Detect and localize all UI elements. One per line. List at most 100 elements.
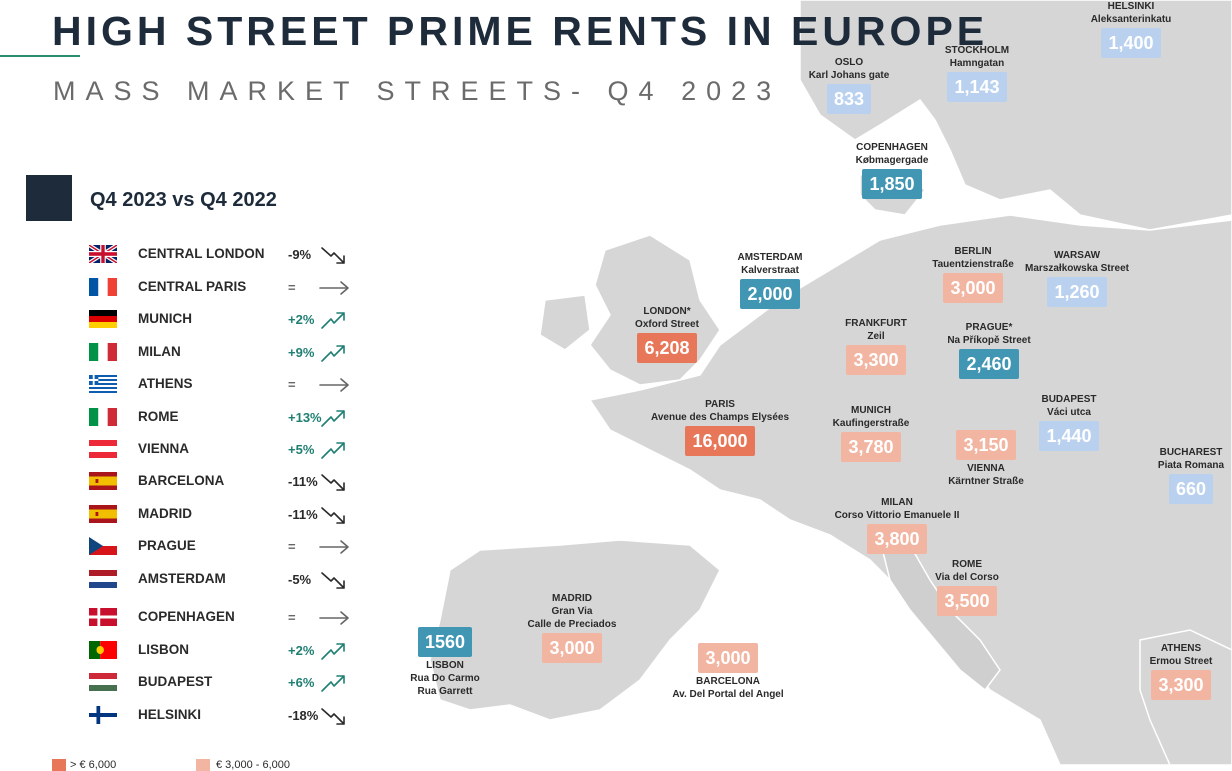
flag-at-icon bbox=[89, 440, 117, 458]
change-city: CENTRAL LONDON bbox=[138, 246, 265, 261]
rent-callout: PRAGUE* Na Příkopě Street 2,460 bbox=[879, 321, 1099, 379]
change-value: -11% bbox=[288, 474, 318, 489]
change-value: = bbox=[288, 539, 296, 554]
trend-up-arrow-icon bbox=[318, 309, 352, 331]
trend-flat-arrow-icon bbox=[318, 607, 352, 629]
rent-city: LONDON* bbox=[643, 306, 691, 317]
rent-street: Aleksanterinkatu bbox=[1090, 14, 1172, 25]
rent-callout-label: STOCKHOLM Hamngatan bbox=[867, 44, 1087, 70]
flag-hu-icon bbox=[89, 673, 117, 691]
flag-de-icon bbox=[89, 310, 117, 328]
change-value: = bbox=[288, 610, 296, 625]
change-city: BUDAPEST bbox=[138, 674, 213, 689]
trend-flat-arrow-icon bbox=[318, 374, 352, 396]
legend-swatch bbox=[196, 759, 210, 771]
ireland-landmass bbox=[539, 294, 591, 351]
rent-value-badge: 833 bbox=[826, 84, 872, 114]
rent-value-badge: 3,500 bbox=[937, 586, 997, 616]
rent-city: ROME bbox=[952, 559, 982, 570]
rent-callout-label: ATHENS Ermou Street bbox=[1071, 642, 1232, 668]
rent-callout-label: FRANKFURT Zeil bbox=[766, 317, 986, 343]
rent-city: HELSINKI bbox=[1107, 1, 1155, 12]
rent-street: Via del Corso bbox=[935, 572, 999, 583]
rent-street: Købmagergade bbox=[855, 155, 929, 166]
change-city: MILAN bbox=[138, 344, 181, 359]
trend-flat-arrow-icon bbox=[318, 536, 352, 558]
rent-value-badge: 2,460 bbox=[959, 349, 1019, 379]
rent-callout: FRANKFURT Zeil 3,300 bbox=[766, 317, 986, 375]
rent-callout-label: ROME Via del Corso bbox=[857, 558, 1077, 584]
trend-down-arrow-icon bbox=[318, 705, 352, 727]
rent-callout: 3,000 BARCELONA Av. Del Portal del Angel bbox=[618, 643, 838, 701]
rent-street: Av. Del Portal del Angel bbox=[672, 689, 784, 700]
rent-callout: 3,150 VIENNA Kärntner Straße bbox=[876, 430, 1096, 488]
legend-label: € 3,000 - 6,000 bbox=[216, 759, 291, 771]
rent-city: FRANKFURT bbox=[845, 318, 907, 329]
rent-value-badge: 1,850 bbox=[862, 169, 922, 199]
rent-value-badge: 1,260 bbox=[1047, 277, 1107, 307]
rent-value-badge: 6,208 bbox=[637, 333, 697, 363]
change-value: = bbox=[288, 280, 296, 295]
change-value: -11% bbox=[288, 507, 318, 522]
flag-nl-icon bbox=[89, 570, 117, 588]
change-value: -9% bbox=[288, 247, 312, 262]
trend-down-arrow-icon bbox=[318, 504, 352, 526]
rent-street: Karl Johans gate bbox=[808, 70, 890, 81]
rent-callout: HELSINKI Aleksanterinkatu 1,400 bbox=[1021, 0, 1232, 58]
rent-value-badge: 660 bbox=[1168, 474, 1214, 504]
rent-street: Na Příkopě Street bbox=[947, 335, 1031, 346]
change-city: BARCELONA bbox=[138, 473, 225, 488]
change-city: MADRID bbox=[138, 506, 192, 521]
rent-callout: MADRID Gran Via Calle de Preciados 3,000 bbox=[462, 592, 682, 663]
rent-city: AMSTERDAM bbox=[737, 252, 803, 263]
rent-value-badge: 3,150 bbox=[956, 430, 1016, 460]
rent-city: OSLO bbox=[834, 57, 864, 68]
rent-street: Corso Vittorio Emanuele II bbox=[834, 510, 960, 521]
rent-city: VIENNA bbox=[967, 463, 1005, 474]
change-value: = bbox=[288, 377, 296, 392]
rent-callout-label: PARIS Avenue des Champs Elysées bbox=[610, 398, 830, 424]
change-value: +9% bbox=[288, 345, 315, 360]
rent-callout: BUCHAREST Piata Romana 660 bbox=[1081, 446, 1232, 504]
rent-callout-label: HELSINKI Aleksanterinkatu bbox=[1021, 0, 1232, 26]
rent-value-badge: 3,000 bbox=[698, 643, 758, 673]
rent-callout-label: MADRID Gran Via Calle de Preciados bbox=[462, 592, 682, 631]
change-value: -5% bbox=[288, 572, 312, 587]
rent-city: BUCHAREST bbox=[1159, 447, 1223, 458]
rent-value-badge: 1,143 bbox=[947, 72, 1007, 102]
rent-city: BARCELONA bbox=[696, 676, 760, 687]
trend-up-arrow-icon bbox=[318, 342, 352, 364]
trend-down-arrow-icon bbox=[318, 569, 352, 591]
flag-it-icon bbox=[89, 343, 117, 361]
rent-value-badge: 3,000 bbox=[943, 273, 1003, 303]
rent-street: Marszałkowska Street bbox=[1025, 263, 1129, 274]
change-value: +2% bbox=[288, 643, 315, 658]
rent-value-badge: 3,000 bbox=[542, 633, 602, 663]
legend-swatch bbox=[52, 759, 66, 771]
rent-city: COPENHAGEN bbox=[856, 142, 928, 153]
rent-city: MADRID bbox=[552, 593, 592, 604]
rent-callout-label: LISBON Rua Do Carmo Rua Garrett bbox=[335, 659, 555, 698]
rent-street: Oxford Street bbox=[635, 319, 699, 330]
comparison-title: Q4 2023 vs Q4 2022 bbox=[90, 189, 277, 211]
rent-callout: ATHENS Ermou Street 3,300 bbox=[1071, 642, 1232, 700]
rent-callout: ROME Via del Corso 3,500 bbox=[857, 558, 1077, 616]
rent-city: BUDAPEST bbox=[1041, 394, 1097, 405]
rent-city: MILAN bbox=[881, 497, 913, 508]
rent-city: PARIS bbox=[705, 399, 735, 410]
rent-callout: MUNICH Kaufingerstraße 3,780 bbox=[761, 404, 981, 462]
rent-callout: BERLIN Tauentzienstraße 3,000 bbox=[863, 245, 1083, 303]
rent-city: LISBON bbox=[426, 660, 464, 671]
rent-value-badge: 3,300 bbox=[846, 345, 906, 375]
change-city: ROME bbox=[138, 409, 179, 424]
rent-value-badge: 3,780 bbox=[841, 432, 901, 462]
rent-street: Kalverstraat bbox=[741, 265, 799, 276]
rent-callout-label: COPENHAGEN Købmagergade bbox=[782, 141, 1002, 167]
rent-callout: WARSAW Marszałkowska Street 1,260 bbox=[967, 249, 1187, 307]
change-city: LISBON bbox=[138, 642, 190, 657]
rent-callout-label: BERLIN Tauentzienstraße bbox=[863, 245, 1083, 271]
trend-up-arrow-icon bbox=[318, 672, 352, 694]
flag-gr-icon bbox=[89, 375, 117, 393]
rent-street: Piata Romana bbox=[1157, 460, 1225, 471]
